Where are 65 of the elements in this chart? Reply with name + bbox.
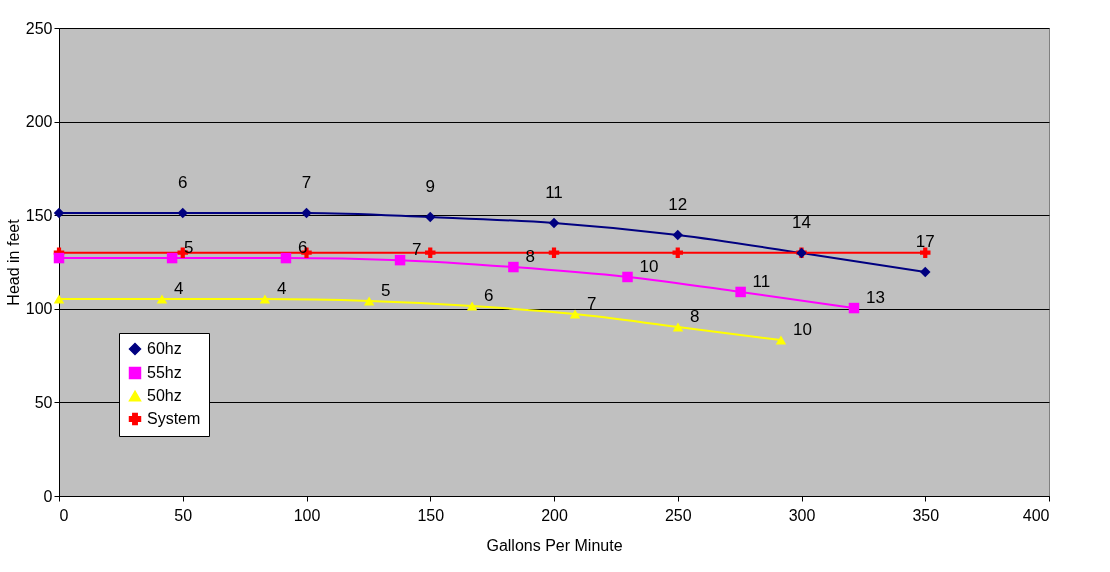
point <box>920 266 931 278</box>
y-axis-title: Head in feet <box>4 218 22 306</box>
point <box>672 247 683 258</box>
annotation: 4 <box>276 279 287 299</box>
y-tick-label: 150 <box>25 206 53 224</box>
x-axis-title: Gallons Per Minute <box>486 536 623 554</box>
annotation: 7 <box>301 172 312 192</box>
legend-label: 50hz <box>147 387 182 404</box>
x-tick-label: 200 <box>541 506 568 524</box>
point <box>508 261 519 273</box>
annotation: 9 <box>425 177 435 197</box>
point <box>425 211 436 223</box>
annotation: 10 <box>639 256 659 276</box>
point <box>156 294 168 304</box>
x-tick-label: 50 <box>174 506 193 524</box>
point <box>394 254 406 266</box>
legend-label: 60hz <box>147 340 182 357</box>
point <box>622 271 633 283</box>
annotation: 10 <box>792 320 812 340</box>
y-tick-label: 250 <box>25 19 53 37</box>
x-tick-label: 300 <box>788 506 816 524</box>
annotation: 8 <box>690 306 700 326</box>
point <box>166 252 178 264</box>
annotation: 12 <box>668 195 688 215</box>
y-tick-label: 100 <box>25 300 53 318</box>
annotation: 5 <box>381 280 391 300</box>
point <box>301 207 312 219</box>
annotation: 6 <box>178 172 188 192</box>
annotation: 13 <box>865 288 885 308</box>
point <box>53 294 65 304</box>
annotation: 11 <box>752 271 771 291</box>
point <box>548 217 560 229</box>
x-tick-label: 250 <box>664 506 692 524</box>
annotation: 11 <box>545 183 563 203</box>
annotation: 6 <box>484 285 494 305</box>
point <box>548 247 560 258</box>
point <box>920 247 931 258</box>
legend-label: 55hz <box>147 364 182 381</box>
annotation: 7 <box>587 294 597 314</box>
annotation: 17 <box>915 231 935 251</box>
point <box>425 247 436 258</box>
point <box>259 294 271 304</box>
point <box>363 296 375 306</box>
point <box>53 252 65 264</box>
x-tick-label: 400 <box>1022 506 1050 524</box>
point <box>735 286 746 298</box>
y-tick-label: 50 <box>34 393 53 411</box>
y-tick-label: 200 <box>25 113 53 131</box>
x-tick-label: 150 <box>417 506 445 524</box>
y-tick-label: 0 <box>43 487 53 505</box>
point <box>466 301 478 311</box>
point <box>848 302 860 314</box>
x-tick-label: 100 <box>293 506 321 524</box>
point <box>53 207 65 219</box>
x-tick-label: 350 <box>912 506 940 524</box>
point <box>569 309 581 319</box>
point <box>672 322 684 332</box>
legend-label: System <box>147 410 201 427</box>
x-tick-label: 0 <box>59 506 69 524</box>
point <box>177 207 188 219</box>
point <box>775 335 787 345</box>
annotation: 14 <box>792 213 811 233</box>
point <box>672 229 683 241</box>
annotation: 4 <box>173 279 184 299</box>
point <box>280 252 292 264</box>
